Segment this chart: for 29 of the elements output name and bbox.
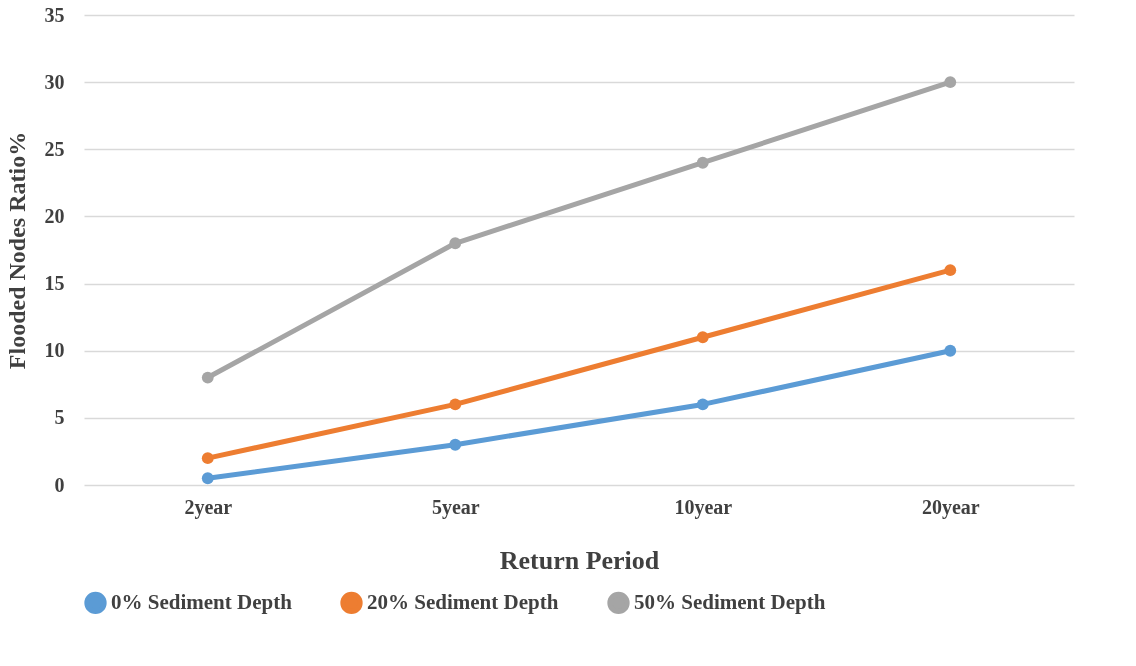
x-tick-label: 5year [431,495,480,519]
point [449,398,462,411]
point [201,472,214,485]
x-tick-label: 10year [674,495,733,519]
x-axis-title: Return Period [499,545,660,575]
y-tick-label: 25 [44,137,65,160]
legend-label: 0% Sediment Depth [111,589,293,614]
y-tick-label: 20 [44,204,65,227]
legend-label: 50% Sediment Depth [634,589,826,614]
y-tick-label: 30 [44,70,65,93]
y-tick-label: 15 [44,272,65,295]
y-axis-title: Flooded Nodes Ratio% [3,131,30,370]
point [944,76,957,89]
y-tick-label: 35 [44,3,65,26]
point [696,156,709,169]
y-tick-label: 0 [54,473,65,496]
point [201,371,214,384]
x-tick-label: 20year [921,495,980,519]
point [696,331,709,344]
point [449,237,462,250]
point [449,438,462,451]
point [944,264,957,277]
point [201,452,214,465]
y-tick-label: 5 [54,406,65,429]
point [944,344,957,357]
y-tick-label: 10 [44,339,65,362]
legend-label: 20% Sediment Depth [367,589,559,614]
x-tick-label: 2year [184,495,233,519]
point [696,398,709,411]
